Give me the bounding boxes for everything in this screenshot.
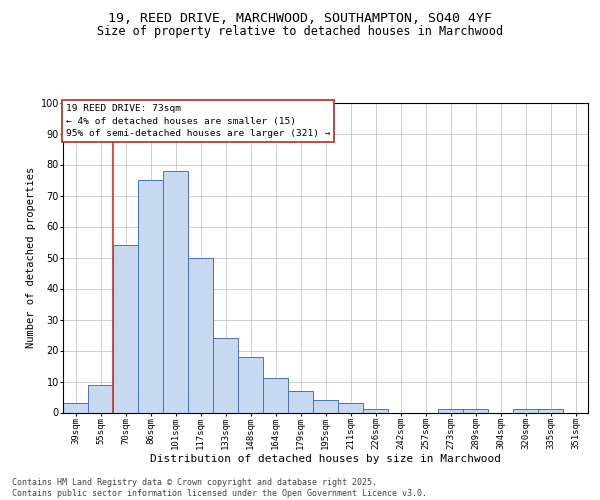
Bar bbox=[538, 410, 563, 412]
Bar bbox=[363, 410, 388, 412]
Y-axis label: Number of detached properties: Number of detached properties bbox=[26, 167, 36, 348]
Bar bbox=[88, 384, 113, 412]
X-axis label: Distribution of detached houses by size in Marchwood: Distribution of detached houses by size … bbox=[150, 454, 501, 464]
Bar bbox=[263, 378, 288, 412]
Bar bbox=[338, 403, 363, 412]
Bar bbox=[113, 245, 138, 412]
Text: Contains HM Land Registry data © Crown copyright and database right 2025.
Contai: Contains HM Land Registry data © Crown c… bbox=[12, 478, 427, 498]
Text: 19, REED DRIVE, MARCHWOOD, SOUTHAMPTON, SO40 4YF: 19, REED DRIVE, MARCHWOOD, SOUTHAMPTON, … bbox=[108, 12, 492, 26]
Text: Size of property relative to detached houses in Marchwood: Size of property relative to detached ho… bbox=[97, 25, 503, 38]
Bar bbox=[63, 403, 88, 412]
Bar bbox=[438, 410, 463, 412]
Bar bbox=[213, 338, 238, 412]
Bar bbox=[313, 400, 338, 412]
Text: 19 REED DRIVE: 73sqm
← 4% of detached houses are smaller (15)
95% of semi-detach: 19 REED DRIVE: 73sqm ← 4% of detached ho… bbox=[65, 104, 330, 138]
Bar bbox=[288, 391, 313, 412]
Bar bbox=[238, 356, 263, 412]
Bar bbox=[188, 258, 213, 412]
Bar bbox=[463, 410, 488, 412]
Bar bbox=[513, 410, 538, 412]
Bar bbox=[163, 170, 188, 412]
Bar bbox=[138, 180, 163, 412]
